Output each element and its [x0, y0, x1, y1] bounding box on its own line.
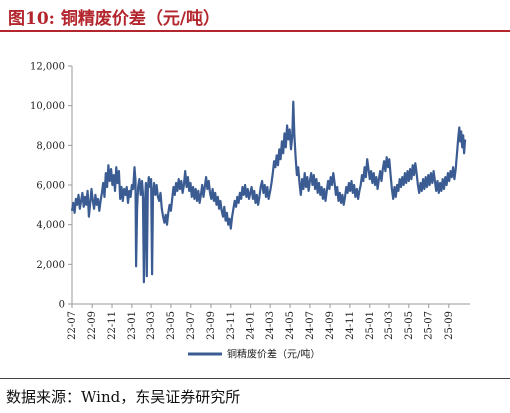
y-tick-label: 2,000	[36, 260, 65, 271]
x-tick-label: 23-01	[127, 311, 138, 340]
source-note: 数据来源：Wind，东吴证券研究所	[6, 388, 241, 406]
y-axis: 0 2,000 4,000 6,000 8,000 10,000 12,000	[30, 62, 73, 311]
x-tick-label: 22-09	[87, 311, 98, 340]
series-layer	[70, 100, 467, 284]
legend-label: 铜精废价差（元/吨）	[227, 348, 320, 361]
y-tick-label: 12,000	[30, 62, 65, 73]
x-tick-label: 23-07	[186, 311, 197, 340]
source-rule	[0, 378, 510, 379]
y-tick-label: 6,000	[36, 181, 65, 192]
x-axis: 22-07 22-09 22-11 23-01 23-03 23-05 23-07 23-09…	[67, 303, 470, 340]
series-line	[70, 100, 467, 284]
x-tick-label: 25-09	[444, 311, 455, 340]
x-tick-label: 25-03	[384, 311, 395, 340]
y-tick-label: 10,000	[30, 101, 65, 112]
legend: 铜精废价差（元/吨）	[188, 348, 320, 361]
figure-title: 图10: 铜精废价差（元/吨）	[8, 9, 221, 29]
x-tick-label: 23-11	[226, 311, 237, 340]
x-tick-label: 22-11	[107, 311, 118, 340]
x-tick-label: 25-07	[424, 311, 435, 340]
x-tick-label: 24-09	[325, 311, 336, 340]
y-tick-label: 4,000	[36, 220, 65, 231]
x-tick-label: 24-07	[305, 311, 316, 340]
y-tick-label: 8,000	[36, 141, 65, 152]
x-tick-label: 23-05	[166, 311, 177, 340]
x-tick-label: 23-03	[146, 311, 157, 340]
x-tick-label: 22-07	[67, 311, 78, 340]
x-tick-label: 24-11	[345, 311, 356, 340]
x-tick-label: 24-03	[265, 311, 276, 340]
x-tick-label: 25-05	[404, 311, 415, 340]
x-tick-label: 25-01	[365, 311, 376, 340]
x-tick-label: 24-05	[285, 311, 296, 340]
y-tick-label: 0	[59, 300, 65, 311]
x-tick-label: 24-01	[246, 311, 257, 340]
title-rule	[0, 30, 510, 32]
x-tick-label: 23-09	[206, 311, 217, 340]
